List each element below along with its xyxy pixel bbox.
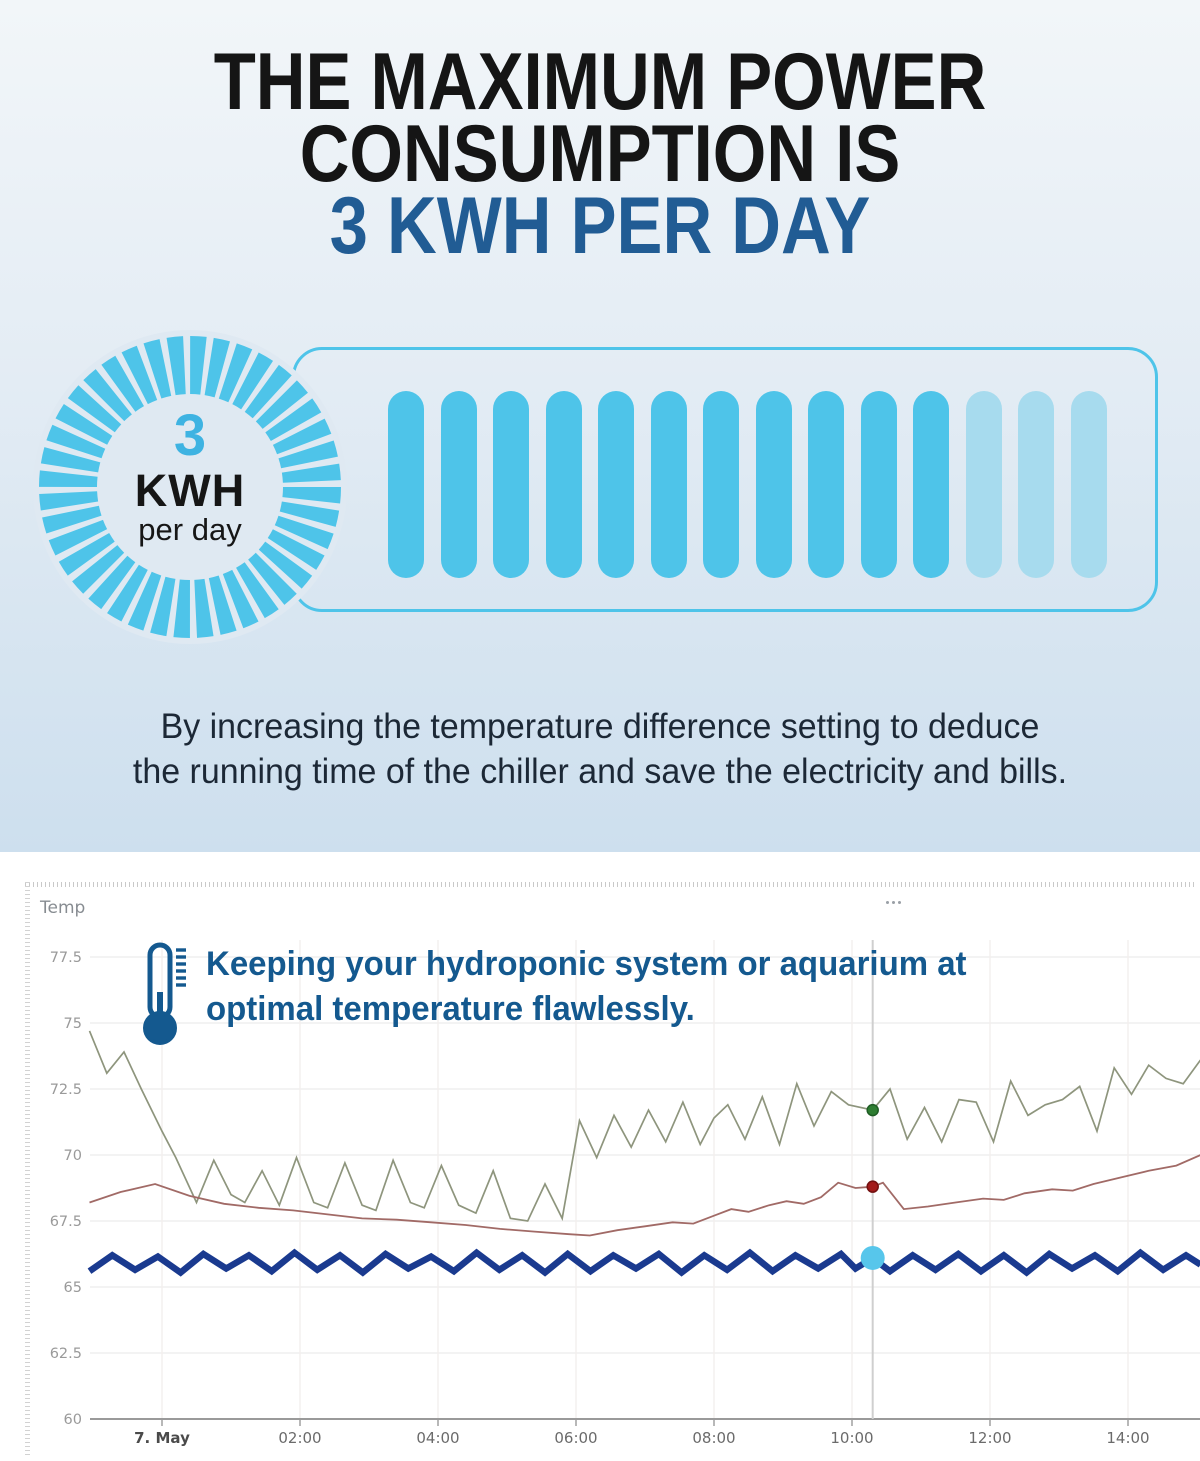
axis-label: 62.5 <box>50 1346 82 1362</box>
chart-annotation: Keeping your hydroponic system or aquari… <box>138 942 990 1046</box>
cursor-dot-middle-line <box>866 1180 879 1193</box>
title-line-1: THE MAXIMUM POWER <box>213 37 987 127</box>
axis-label: 75 <box>64 1016 82 1032</box>
battery-bar <box>913 391 949 578</box>
temperature-chart-panel: Temp 7. May 02:00 04:00 06:00 08:00 10:00 12:0… <box>0 852 1200 1461</box>
panel-ruler-top <box>25 882 1197 887</box>
description-line-1: By increasing the temperature difference… <box>160 707 1040 746</box>
thermometer-icon <box>143 942 186 1045</box>
panel-ruler-left <box>25 882 30 1456</box>
annotation-line-2: optimal temperature flawlessly. <box>206 990 695 1028</box>
axis-label: 65 <box>64 1280 82 1296</box>
axis-label: 14:00 <box>1106 1429 1149 1447</box>
axis-label: 72.5 <box>50 1082 82 1098</box>
axis-label: 12:00 <box>968 1429 1011 1447</box>
badge-per-day: per day <box>138 512 242 547</box>
axis-label: 67.5 <box>50 1214 82 1230</box>
battery-bar <box>808 391 844 578</box>
battery-bar <box>650 391 687 578</box>
hero-section: THE MAXIMUM POWER CONSUMPTION IS 3 KWH P… <box>0 0 1200 852</box>
title-line-3: 3 KWH PER DAY <box>329 181 871 271</box>
axis-label: 08:00 <box>692 1429 735 1447</box>
chart-title: Temp <box>40 898 86 918</box>
description-text: By increasing the temperature difference… <box>18 704 1182 794</box>
battery-bar <box>493 391 529 578</box>
annotation-line-1: Keeping your hydroponic system or aquari… <box>206 945 967 983</box>
battery-bar <box>755 391 792 578</box>
axis-label: 02:00 <box>278 1429 321 1447</box>
battery-bar <box>388 391 424 578</box>
axis-label: 10:00 <box>830 1429 873 1447</box>
kwh-badge-ring-icon <box>33 330 347 644</box>
cursor-dot-water-temp-line <box>860 1245 885 1270</box>
battery-bar <box>703 391 739 578</box>
badge-value: 3 <box>173 403 207 468</box>
title-line-2: CONSUMPTION IS <box>299 109 901 199</box>
description-line-2: the running time of the chiller and save… <box>132 752 1068 791</box>
line-chart: 7. May 02:00 04:00 06:00 08:00 10:00 12:00 14:0… <box>50 940 1200 1447</box>
battery-bar <box>440 391 477 578</box>
battery-bar <box>965 391 1002 578</box>
axis-label: 06:00 <box>554 1429 597 1447</box>
series-middle-line <box>89 1154 1200 1237</box>
axis-label: 7. May <box>134 1429 190 1447</box>
axis-label: 70 <box>64 1148 82 1164</box>
battery-bar <box>598 391 634 578</box>
battery-bar <box>1018 391 1054 578</box>
ellipsis-menu-icon[interactable] <box>886 896 912 908</box>
battery-bar <box>860 391 897 578</box>
series-water-temp-line <box>87 1248 1200 1277</box>
badge-unit: KWH <box>134 465 246 516</box>
battery-gauge <box>292 347 1158 612</box>
axis-label: 77.5 <box>50 950 82 966</box>
page-title: THE MAXIMUM POWER CONSUMPTION IS 3 KWH P… <box>0 37 1200 271</box>
axis-label: 60 <box>64 1412 82 1428</box>
cursor-dot-upper-line <box>866 1103 879 1117</box>
annotation-text: Keeping your hydroponic system or aquari… <box>206 942 967 1032</box>
axis-label: 04:00 <box>416 1429 459 1447</box>
battery-bar <box>545 391 582 578</box>
series-upper-line <box>88 1030 1200 1222</box>
battery-bar <box>1070 391 1107 578</box>
